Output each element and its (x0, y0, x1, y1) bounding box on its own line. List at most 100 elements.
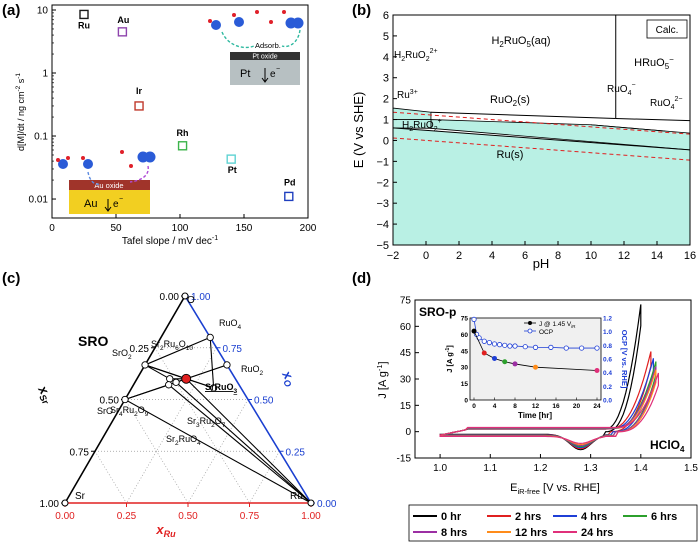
au-oxide-label: Au oxide (94, 181, 123, 190)
ternary-axis-o: xO (277, 367, 299, 389)
compound-sr4ru2o9 (166, 375, 174, 383)
panel-d-ylabel: J [A g-1] (375, 361, 389, 398)
ocp-point (471, 316, 477, 322)
a-ytick-label: 10 (37, 5, 49, 16)
panel-c: 0.00 0.00 0.00 0.25 0.25 0.25 0.50 0.50 0.50 0.75… (35, 292, 337, 539)
inset-xtick-label: 4 (493, 403, 497, 410)
tie-line (124, 384, 169, 401)
j-point (502, 359, 508, 365)
label-sro2: SrO2 (112, 348, 132, 361)
ocp-point (491, 341, 498, 347)
j-point (492, 355, 497, 361)
au-down-arrow-icon (104, 199, 112, 212)
legend-label-4-hrs: 4 hrs (581, 511, 607, 523)
inset-ytick-left-label: 45 (461, 348, 469, 355)
region-ruo4: RuO4− (607, 82, 636, 97)
d-ytick-label: 45 (400, 348, 412, 359)
j-point (481, 350, 487, 356)
c-tick-ru-label: 0.25 (117, 511, 137, 522)
a-ytick-label: 0.01 (29, 195, 49, 206)
inset-xtick-label: 12 (532, 403, 540, 410)
b-xtick-label: 0 (423, 250, 429, 262)
d-ytick-label: 75 (400, 296, 412, 307)
c-tick-sr-label: 1.00 (40, 499, 60, 510)
region-ruo2: RuO2(s) (490, 94, 530, 108)
water-line-0 (392, 111, 691, 135)
legend-label-8-hrs: 8 hrs (441, 527, 467, 539)
ocp-point (481, 338, 487, 344)
electrolyte-label: HClO4 (650, 438, 685, 454)
legend-label-6-hrs: 6 hrs (651, 511, 677, 523)
boundary-upper-b (615, 118, 691, 122)
compound-sro2 (141, 361, 149, 369)
region-h2ruo5: H2RuO5(aq) (491, 35, 550, 49)
a-xtick-label: 0 (49, 223, 55, 234)
ocp-point (548, 344, 554, 350)
label-srruo3: SrRuO3 (205, 382, 238, 395)
sro-title: SRO (78, 333, 108, 349)
boundary-upper-a (430, 111, 616, 119)
c-grid-line (94, 451, 127, 504)
b-xtick-label: 14 (651, 250, 663, 262)
inset-ytick-left-label: 0 (464, 398, 468, 405)
compound-ruo2 (223, 361, 231, 369)
inset-ytick-right-label: 0.2 (603, 384, 612, 391)
j-point (533, 364, 538, 370)
a-ytick-label: 1 (42, 69, 48, 80)
b-xtick-label: 12 (618, 250, 630, 262)
ocp-point (486, 339, 492, 346)
b-xtick-label: 16 (684, 250, 696, 262)
label-ruo2: RuO2 (241, 364, 264, 377)
b-ytick-label: −5 (376, 240, 389, 252)
d-xtick-label: 1.2 (534, 463, 548, 474)
panel-label-c: (c) (2, 270, 20, 287)
panel-d-inset: 0 4 8 12 16 20 24 0 15 30 45 60 75 0.0 0.2 0.4 0.6 0.8 1.0… (445, 316, 629, 421)
vertex-o-label: O (187, 295, 195, 306)
compound-sr2ru6o10 (209, 384, 218, 392)
c-tick-ru-label: 0.75 (240, 511, 260, 522)
vertex-ru-label: Ru (290, 491, 303, 502)
b-ytick-label: −1 (376, 156, 389, 168)
inset-ytick-right-label: 0.6 (603, 357, 612, 364)
label-sro: SrO (97, 406, 113, 416)
pt-electron-label: e (270, 69, 276, 80)
c-tick-ru-label: 1.00 (301, 511, 321, 522)
tie-line (124, 399, 312, 504)
point-label-rh: Rh (177, 128, 189, 138)
b-xtick-label: 4 (489, 250, 495, 262)
c-tick-o-label: 0.25 (286, 447, 306, 458)
sro-p-title: SRO-p (419, 305, 456, 319)
data-point-rh (177, 141, 188, 151)
j-point (594, 367, 600, 373)
b-ytick-label: 4 (383, 52, 389, 64)
label-sr2ru6o10: Sr2Ru6O10 (151, 339, 193, 352)
c-grid-line (124, 399, 189, 504)
inset-ytick-right-label: 1.0 (603, 329, 612, 336)
inset-xtick-label: 20 (573, 403, 581, 410)
c-tick-o-label: 0.00 (317, 499, 337, 510)
tie-line (168, 384, 312, 504)
label-ruo4: RuO4 (219, 318, 242, 331)
vertex-o (181, 292, 189, 300)
ocp-point (522, 344, 528, 350)
inset-legend: J @ 1.45 ViR OCP (524, 321, 576, 336)
inset-ytick-right-label: 1.2 (603, 316, 612, 323)
panel-b-ylabel: E (V vs SHE) (351, 92, 366, 169)
ocp-point (563, 345, 569, 351)
panel-a-ylabel: d[M]/dt / ng cm-2 s-1 (15, 73, 26, 151)
boundary-ru-ruo2 (392, 127, 691, 151)
panel-a: 0 50 100 150 200 0.01 0.1 1 10 Ru Au Ir Rh Pt Pd Au o… (15, 4, 317, 247)
a-xtick-label: 150 (236, 223, 253, 234)
compound-sr3ru2o7 (172, 378, 180, 386)
inset-xtick-label: 24 (593, 403, 601, 410)
pt-oxide-label: Pt oxide (252, 54, 277, 61)
inset-xtick-label: 8 (513, 403, 517, 410)
legend-label-12-hrs: 12 hrs (515, 527, 547, 539)
d-xtick-label: 1.0 (433, 463, 447, 474)
data-point-ir (134, 101, 144, 111)
data-point-ru (79, 9, 89, 20)
ocp-point (512, 343, 518, 349)
water-line-1 (392, 137, 691, 161)
c-tick-sr-label: 0.00 (160, 292, 180, 303)
